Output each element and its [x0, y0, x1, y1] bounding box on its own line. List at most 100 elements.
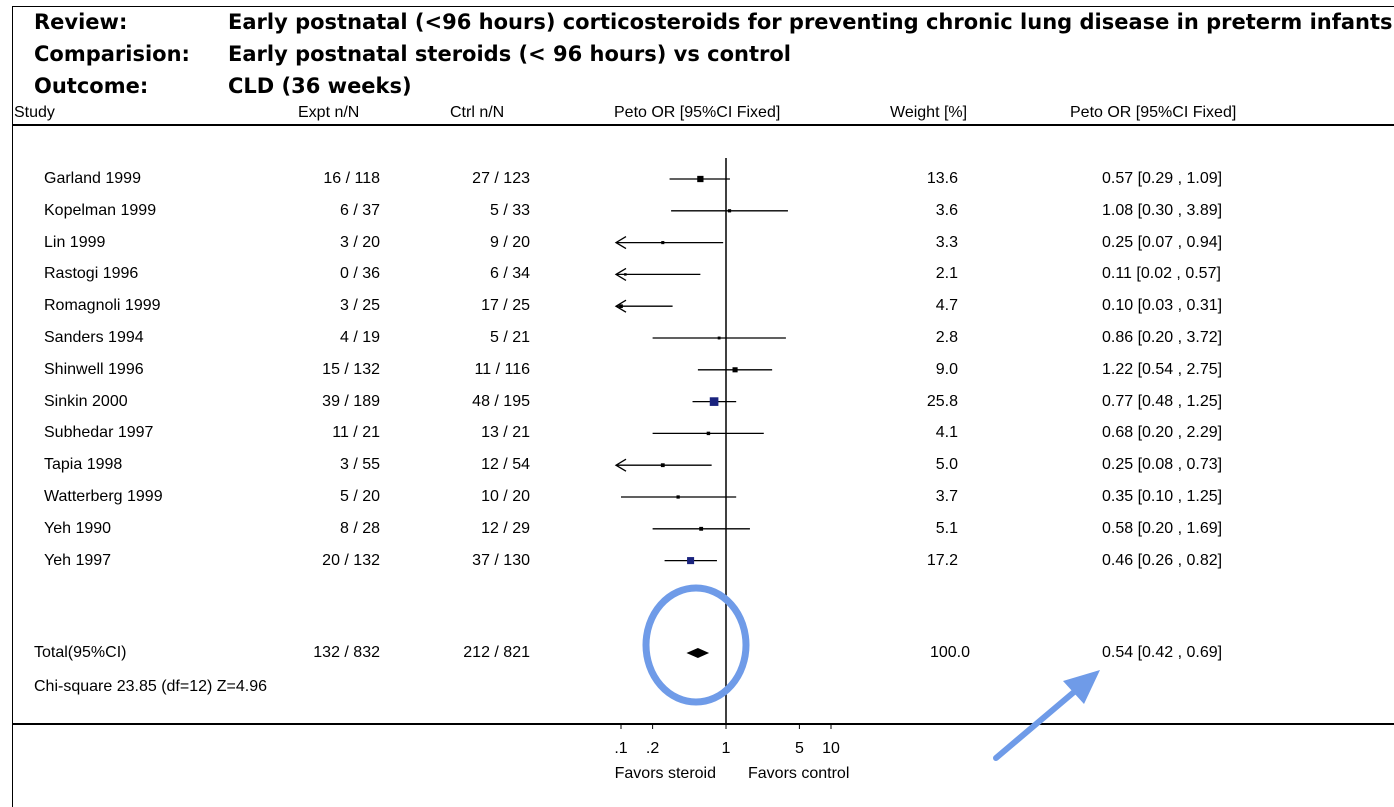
expt-events: 3 / 20 — [339, 233, 380, 251]
column-header-weight: Weight [%] — [890, 104, 968, 121]
point-estimate — [676, 495, 680, 499]
column-header-ctrl: Ctrl n/N — [450, 104, 505, 121]
point-estimate — [706, 431, 711, 436]
study-weight: 3.6 — [935, 201, 958, 219]
point-estimate — [687, 557, 695, 565]
expt-events: 4 / 19 — [339, 329, 380, 346]
favors-left-label: Favors steroid — [615, 765, 716, 782]
peto-or-value: 0.77 [0.48 , 1.25] — [1102, 392, 1223, 410]
review-label: Review: — [34, 10, 128, 34]
highlight-ellipse — [642, 584, 750, 706]
ctrl-events: 13 / 21 — [481, 424, 530, 442]
peto-or-value: 0.10 [0.03 , 0.31] — [1102, 297, 1223, 315]
expt-events: 20 / 132 — [322, 551, 380, 569]
column-header-expt: Expt n/N — [298, 104, 360, 121]
ctrl-events: 6 / 34 — [489, 265, 530, 283]
expt-events: 0 / 36 — [339, 265, 380, 283]
figure-frame — [12, 6, 1394, 807]
ctrl-events: 27 / 123 — [472, 170, 530, 187]
total-label: Total(95%CI) — [34, 644, 127, 661]
total-expt: 132 / 832 — [313, 644, 380, 661]
header-rule — [12, 124, 1394, 126]
axis-tick-label: 1 — [722, 740, 731, 757]
study-name: Sinkin 2000 — [44, 392, 128, 410]
ctrl-events: 12 / 29 — [481, 519, 530, 537]
expt-events: 6 / 37 — [339, 201, 380, 219]
ctrl-events: 5 / 33 — [489, 201, 530, 219]
peto-or-value: 0.11 [0.02 , 0.57] — [1102, 265, 1221, 283]
ctrl-events: 37 / 130 — [472, 551, 530, 569]
study-weight: 9.0 — [935, 360, 958, 378]
study-weight: 3.7 — [935, 488, 958, 505]
point-estimate — [661, 241, 665, 245]
outcome-text: CLD (36 weeks) — [228, 74, 412, 98]
peto-or-value: 0.57 [0.29 , 1.09] — [1102, 170, 1223, 187]
point-estimate — [699, 526, 704, 531]
point-estimate — [697, 175, 704, 183]
ctrl-events: 10 / 20 — [481, 488, 530, 505]
peto-or-value: 0.86 [0.20 , 3.72] — [1102, 329, 1223, 346]
study-weight: 2.8 — [935, 329, 958, 346]
review-title: Early postnatal (<96 hours) corticostero… — [228, 10, 1393, 34]
highlight-arrow-shaft — [993, 689, 1077, 761]
footer-rule — [12, 723, 1394, 725]
expt-events: 16 / 118 — [323, 170, 380, 187]
expt-events: 11 / 21 — [332, 424, 380, 442]
ctrl-events: 5 / 21 — [489, 329, 530, 346]
point-estimate — [732, 367, 738, 373]
ctrl-events: 9 / 20 — [489, 233, 530, 251]
column-header-study: Study — [14, 104, 55, 121]
peto-or-value: 0.58 [0.20 , 1.69] — [1102, 519, 1223, 537]
study-name: Sanders 1994 — [44, 329, 144, 346]
ci-arrow — [614, 458, 627, 472]
axis-tick-label: 10 — [822, 740, 840, 757]
ctrl-events: 17 / 25 — [481, 297, 530, 315]
study-name: Garland 1999 — [44, 170, 141, 187]
peto-or-value: 0.25 [0.07 , 0.94] — [1102, 233, 1223, 251]
ctrl-events: 48 / 195 — [472, 392, 530, 410]
expt-events: 8 / 28 — [339, 519, 380, 537]
peto-or-value: 0.25 [0.08 , 0.73] — [1102, 456, 1223, 474]
point-estimate — [619, 304, 623, 309]
peto-or-value: 1.22 [0.54 , 2.75] — [1102, 360, 1223, 378]
expt-events: 5 / 20 — [339, 488, 380, 505]
total-or-value: 0.54 [0.42 , 0.69] — [1102, 644, 1223, 661]
study-name: Tapia 1998 — [44, 456, 123, 474]
peto-or-value: 1.08 [0.30 , 3.89] — [1102, 201, 1223, 219]
study-weight: 17.2 — [926, 551, 958, 569]
expt-events: 3 / 55 — [339, 456, 380, 474]
peto-or-value: 0.68 [0.20 , 2.29] — [1102, 424, 1223, 442]
point-estimate — [624, 273, 627, 276]
study-name: Watterberg 1999 — [44, 488, 163, 505]
study-name: Lin 1999 — [44, 233, 106, 251]
study-name: Romagnoli 1999 — [44, 297, 161, 315]
total-ctrl: 212 / 821 — [463, 644, 530, 661]
study-name: Kopelman 1999 — [44, 201, 157, 219]
heterogeneity-stats: Chi-square 23.85 (df=12) Z=4.96 — [34, 678, 268, 695]
study-name: Yeh 1997 — [44, 551, 112, 569]
study-weight: 4.1 — [935, 424, 958, 442]
study-weight: 13.6 — [926, 170, 958, 187]
outcome-label: Outcome: — [34, 74, 149, 98]
ci-arrow — [614, 299, 627, 313]
peto-or-value: 0.46 [0.26 , 0.82] — [1102, 551, 1223, 569]
peto-or-value: 0.35 [0.10 , 1.25] — [1102, 488, 1223, 505]
highlight-arrow-head — [1063, 670, 1100, 704]
point-estimate — [709, 397, 719, 406]
expt-events: 15 / 132 — [322, 360, 380, 378]
column-header-peto-plot: Peto OR [95%CI Fixed] — [614, 104, 781, 121]
ci-arrow — [614, 267, 627, 281]
study-weight: 3.3 — [935, 233, 958, 251]
expt-events: 3 / 25 — [339, 297, 380, 315]
point-estimate — [660, 463, 665, 468]
point-estimate — [717, 336, 721, 340]
study-name: Yeh 1990 — [44, 519, 112, 537]
column-header-peto-value: Peto OR [95%CI Fixed] — [1070, 104, 1237, 121]
axis-tick-label: .2 — [646, 740, 659, 757]
study-weight: 2.1 — [935, 265, 958, 283]
study-weight: 5.1 — [935, 519, 958, 537]
axis-tick-label: .1 — [614, 740, 627, 757]
study-name: Rastogi 1996 — [44, 265, 139, 283]
comparison-text: Early postnatal steroids (< 96 hours) vs… — [228, 42, 791, 66]
